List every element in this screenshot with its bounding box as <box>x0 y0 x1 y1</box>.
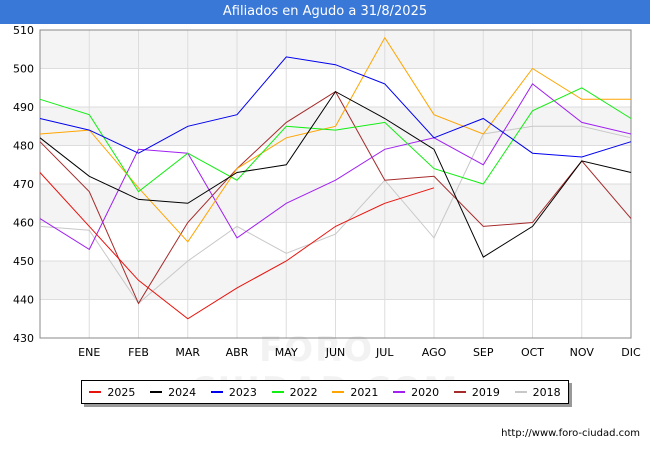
legend-label: 2018 <box>532 385 561 399</box>
legend-swatch <box>150 391 163 393</box>
series-line-2025 <box>39 172 435 320</box>
y-tick-label: 500 <box>13 63 34 76</box>
y-tick-label: 450 <box>13 255 34 268</box>
x-tick-label: ENE <box>78 346 100 359</box>
legend-label: 2022 <box>289 385 318 399</box>
x-tick-label: SEP <box>473 346 494 359</box>
series-line-2023 <box>39 56 632 158</box>
legend-swatch <box>271 391 284 393</box>
legend-label: 2020 <box>411 385 440 399</box>
x-tick-label: ABR <box>226 346 249 359</box>
series-line-2020 <box>39 83 632 251</box>
series-line-2024 <box>39 90 632 258</box>
legend-item-2023: 2023 <box>210 385 257 399</box>
y-tick-label: 490 <box>13 101 34 114</box>
legend-label: 2024 <box>168 385 197 399</box>
series-line-2022 <box>39 87 632 193</box>
x-tick-label: JUN <box>325 346 346 359</box>
source-credit: http://www.foro-ciudad.com <box>501 428 640 439</box>
legend-item-2022: 2022 <box>271 385 318 399</box>
x-tick-label: JUL <box>375 346 394 359</box>
legend-label: 2025 <box>107 385 136 399</box>
legend-item-2021: 2021 <box>332 386 378 399</box>
y-tick-label: 430 <box>13 332 34 345</box>
y-tick-label: 510 <box>13 24 34 37</box>
legend-label: 2019 <box>471 385 500 399</box>
x-tick-label: DIC <box>621 346 641 359</box>
y-tick-label: 460 <box>13 217 34 230</box>
legend-swatch <box>332 391 345 393</box>
legend-swatch <box>393 391 406 393</box>
legend-item-2020: 2020 <box>393 386 439 399</box>
series-line-2021 <box>39 36 631 243</box>
y-tick-label: 470 <box>13 178 34 191</box>
legend: 2025 2024 2023 2022 2021 2020 2019 2018 <box>81 380 569 404</box>
legend-swatch <box>453 391 466 393</box>
legend-item-2018: 2018 <box>514 385 561 399</box>
legend-swatch <box>514 391 527 393</box>
y-tick-label: 480 <box>13 140 34 153</box>
legend-swatch <box>210 391 223 393</box>
x-tick-label: AGO <box>422 346 447 359</box>
x-tick-label: MAR <box>175 346 200 359</box>
legend-item-2025: 2025 <box>89 386 135 399</box>
x-tick-label: NOV <box>570 346 595 359</box>
legend-label: 2023 <box>228 385 257 399</box>
legend-swatch <box>89 391 102 393</box>
x-tick-label: MAY <box>275 346 298 359</box>
x-tick-label: OCT <box>521 346 544 359</box>
x-tick-label: FEB <box>128 346 149 359</box>
legend-item-2024: 2024 <box>150 386 196 399</box>
plot-frame <box>39 29 632 339</box>
chart-title: Afiliados en Agudo a 31/8/2025 <box>0 0 650 24</box>
y-tick-label: 440 <box>13 294 34 307</box>
legend-label: 2021 <box>350 385 379 399</box>
legend-item-2019: 2019 <box>453 385 500 399</box>
